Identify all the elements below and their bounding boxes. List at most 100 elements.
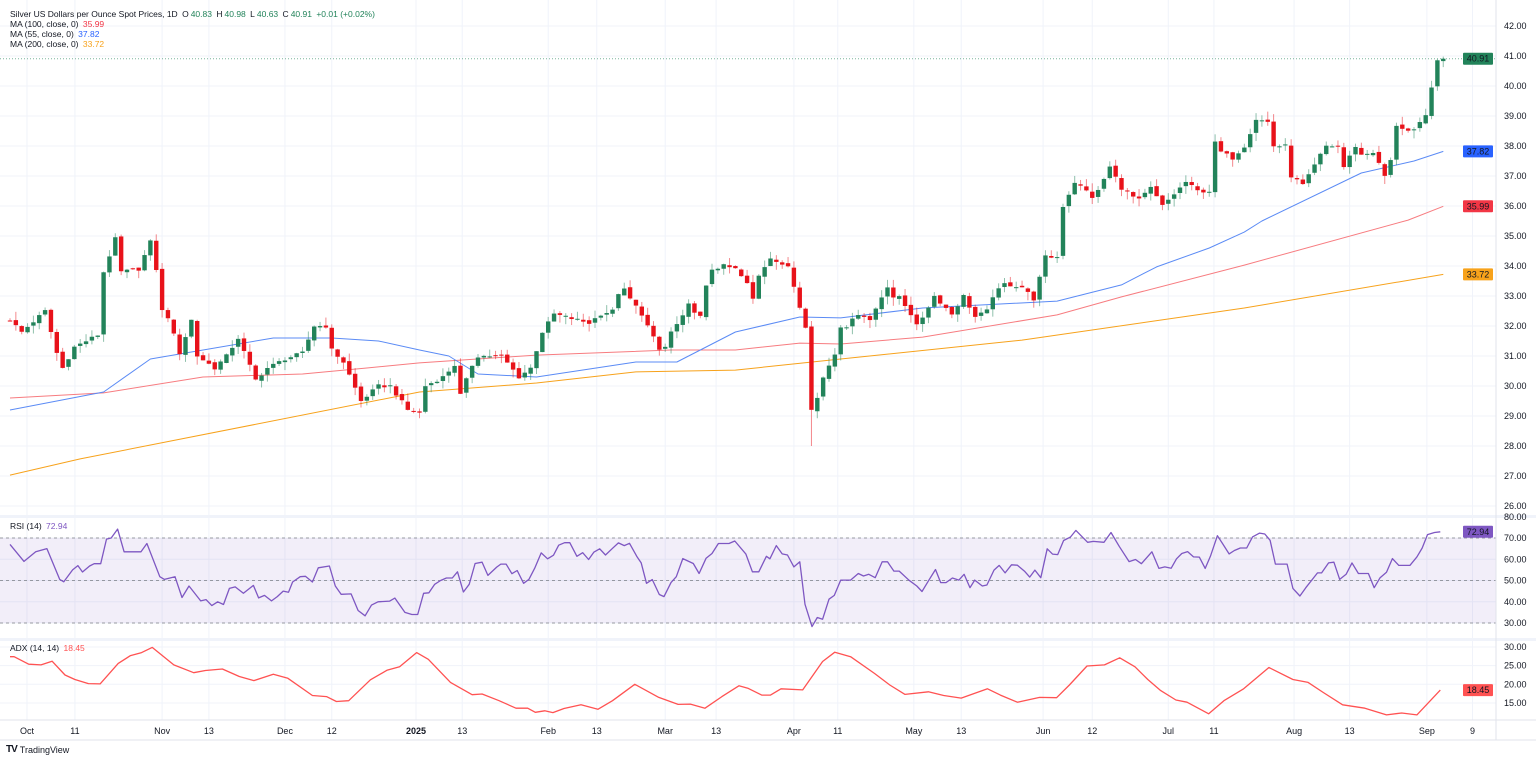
candle[interactable]: [1025, 287, 1031, 301]
candle[interactable]: [1265, 111, 1270, 126]
candle[interactable]: [1113, 159, 1118, 183]
candle[interactable]: [1043, 250, 1048, 284]
candle[interactable]: [393, 384, 399, 400]
candle[interactable]: [235, 335, 241, 355]
candle[interactable]: [1253, 113, 1259, 142]
candle[interactable]: [622, 282, 627, 296]
candle[interactable]: [803, 307, 808, 329]
candle[interactable]: [1037, 274, 1042, 307]
candle[interactable]: [540, 332, 545, 353]
candle[interactable]: [1189, 176, 1194, 191]
candle[interactable]: [1294, 175, 1300, 185]
candle[interactable]: [54, 328, 59, 361]
candle[interactable]: [908, 296, 914, 323]
candle[interactable]: [1365, 149, 1370, 160]
candle[interactable]: [1090, 183, 1095, 204]
candle[interactable]: [1136, 189, 1142, 207]
candle[interactable]: [1248, 128, 1253, 153]
candle[interactable]: [13, 311, 19, 331]
candle[interactable]: [218, 359, 223, 374]
candle[interactable]: [996, 283, 1001, 301]
rsi-axis[interactable]: 80.00 70.00 60.00 50.00 40.00 30.00: [1504, 512, 1527, 628]
candle[interactable]: [19, 325, 24, 335]
price-axis[interactable]: 42.00 41.00 40.00 39.00 38.00 37.00 36.00 35.00…: [1504, 21, 1527, 511]
ma200-legend[interactable]: MA (200, close, 0) 33.72: [10, 39, 106, 49]
candle[interactable]: [815, 392, 820, 419]
candle[interactable]: [657, 335, 662, 356]
candle[interactable]: [1207, 184, 1212, 197]
candle[interactable]: [873, 307, 878, 327]
candle[interactable]: [1376, 145, 1382, 165]
candle[interactable]: [72, 344, 77, 360]
candle[interactable]: [464, 377, 469, 398]
candle[interactable]: [171, 319, 176, 336]
candle[interactable]: [1435, 58, 1440, 91]
candles[interactable]: [7, 56, 1446, 446]
candle[interactable]: [563, 313, 568, 325]
candle[interactable]: [926, 305, 931, 324]
candle[interactable]: [1014, 281, 1019, 292]
candle[interactable]: [475, 354, 481, 368]
candle[interactable]: [78, 338, 83, 353]
candle[interactable]: [148, 239, 153, 261]
candle[interactable]: [1201, 187, 1206, 199]
adx-axis[interactable]: 30.00 25.00 20.00 15.00: [1504, 642, 1527, 708]
candle[interactable]: [1160, 194, 1165, 211]
candle[interactable]: [1382, 162, 1387, 184]
candle[interactable]: [879, 290, 884, 318]
candle[interactable]: [37, 311, 42, 330]
candle[interactable]: [1171, 189, 1177, 207]
candle[interactable]: [674, 316, 680, 339]
candle[interactable]: [1429, 80, 1434, 120]
candle[interactable]: [610, 307, 615, 318]
candle[interactable]: [1218, 137, 1224, 153]
candle[interactable]: [1288, 139, 1294, 183]
candle[interactable]: [136, 267, 141, 279]
candle[interactable]: [1306, 169, 1311, 188]
candle[interactable]: [867, 312, 873, 329]
candle[interactable]: [510, 358, 516, 378]
candle[interactable]: [744, 269, 750, 284]
candle[interactable]: [739, 268, 744, 277]
candle[interactable]: [1300, 174, 1306, 185]
candle[interactable]: [247, 344, 253, 372]
candle[interactable]: [66, 359, 71, 371]
candle[interactable]: [341, 356, 346, 370]
candle[interactable]: [165, 307, 171, 323]
candle[interactable]: [370, 384, 375, 400]
candle[interactable]: [1125, 187, 1130, 200]
candle[interactable]: [1142, 188, 1148, 200]
candle[interactable]: [382, 378, 387, 393]
candle[interactable]: [300, 346, 305, 358]
candle[interactable]: [762, 260, 767, 285]
candle[interactable]: [663, 343, 668, 352]
candle[interactable]: [429, 381, 434, 393]
candle[interactable]: [1283, 138, 1288, 151]
candle[interactable]: [1324, 141, 1329, 156]
candle[interactable]: [1177, 182, 1183, 200]
candle[interactable]: [329, 324, 334, 357]
candle[interactable]: [154, 234, 159, 273]
candle[interactable]: [733, 265, 738, 269]
candle[interactable]: [897, 294, 902, 305]
candle[interactable]: [118, 234, 124, 276]
candle[interactable]: [1230, 151, 1235, 167]
candle[interactable]: [1242, 143, 1247, 153]
candle[interactable]: [1353, 143, 1358, 162]
candle[interactable]: [686, 299, 691, 324]
candle[interactable]: [955, 303, 960, 322]
candle[interactable]: [1107, 161, 1112, 180]
candle[interactable]: [347, 353, 352, 376]
candle[interactable]: [1195, 182, 1200, 196]
candle[interactable]: [405, 393, 410, 411]
candle[interactable]: [967, 292, 972, 314]
candle[interactable]: [306, 331, 311, 353]
candle[interactable]: [937, 294, 943, 307]
candle[interactable]: [423, 378, 428, 414]
candle[interactable]: [253, 364, 258, 381]
candle[interactable]: [440, 368, 446, 389]
candle[interactable]: [206, 353, 212, 365]
candle[interactable]: [1060, 203, 1066, 260]
candle[interactable]: [651, 321, 656, 343]
candle[interactable]: [627, 280, 633, 300]
